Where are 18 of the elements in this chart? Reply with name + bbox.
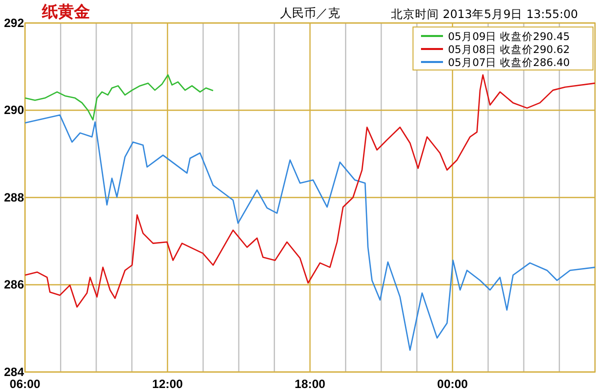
y-tick-label: 286 — [4, 278, 24, 292]
text: 北京时间 2013年5月9日 13:55:00 — [391, 7, 578, 21]
chart-title: 纸黄金 — [41, 2, 90, 21]
x-tick-label: 18:00 — [294, 377, 326, 391]
y-tick-label: 292 — [4, 16, 24, 30]
legend-label: 05月07日 收盘价286.40 — [448, 57, 570, 69]
chart-subtitle: 人民币／克 — [280, 6, 340, 20]
line-series — [24, 114, 596, 351]
y-tick-label: 288 — [4, 190, 24, 204]
y-tick-label: 284 — [4, 364, 24, 379]
y-tick-label: 290 — [4, 103, 24, 118]
line-series — [24, 74, 214, 120]
line-series — [24, 74, 596, 308]
legend-label: 05月09日 收盘价290.45 — [448, 31, 570, 43]
legend-label: 05月08日 收盘价290.62 — [448, 44, 570, 56]
x-tick-label: 06:00 — [10, 377, 41, 391]
x-tick-label: 00:00 — [437, 377, 468, 391]
x-tick-label: 12:00 — [152, 377, 184, 391]
